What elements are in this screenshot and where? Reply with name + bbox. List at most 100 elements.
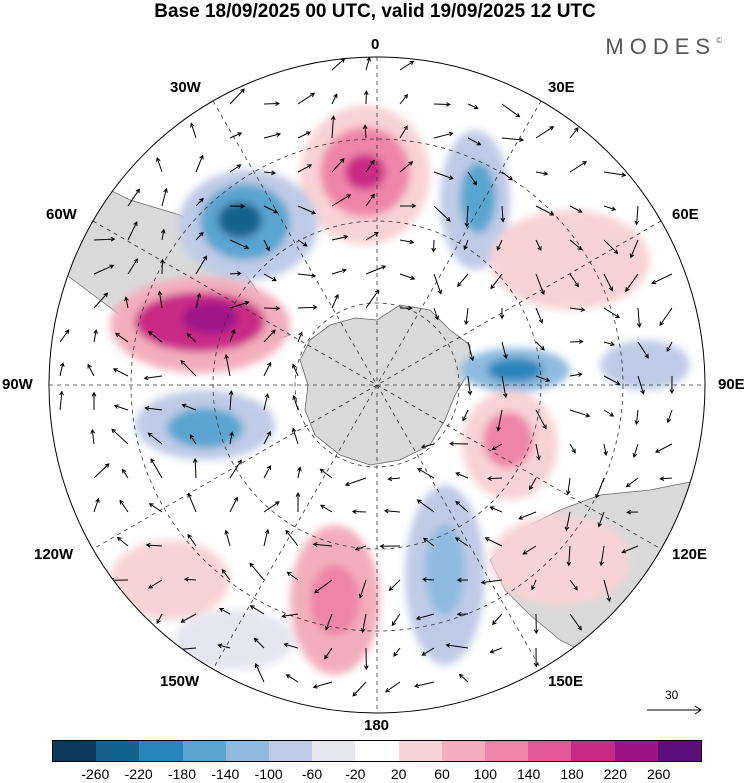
wind-vector-arrow (263, 239, 270, 252)
wind-vector-arrow (399, 161, 414, 173)
wind-vector-arrow (229, 300, 250, 309)
wind-vector-arrow (569, 339, 584, 344)
wind-vector-arrow (496, 409, 503, 432)
wind-vector-arrow (393, 647, 401, 657)
wind-vector-arrow (297, 164, 313, 173)
anomaly-positive-indian-core (483, 412, 533, 468)
lon-label-90w: 90W (2, 376, 33, 393)
wind-vector-arrow (253, 637, 265, 649)
wind-vector-arrow (458, 673, 469, 683)
wind-vector-arrow (535, 205, 555, 216)
wind-vector-arrow (569, 273, 579, 288)
wind-vector-arrow (603, 273, 613, 292)
wind-vector-arrow (535, 409, 547, 430)
wind-vector-arrow (283, 642, 299, 649)
wind-vector-arrow (634, 205, 640, 226)
anomaly-negative-west-pacific-core (167, 408, 243, 448)
wind-vector-arrow (499, 307, 505, 320)
wind-vector-arrow (263, 464, 271, 479)
colorbar-tick-label: -180 (167, 766, 197, 782)
wind-vector-arrow (501, 375, 508, 399)
wind-vector-arrow (629, 239, 639, 259)
colorbar-segment (485, 741, 529, 761)
wind-vector-arrow (286, 571, 299, 581)
wind-vector-arrow (421, 577, 435, 582)
wind-vector-arrow (599, 545, 605, 567)
wind-vector-arrow (565, 477, 571, 496)
wind-vector-arrow (127, 258, 138, 275)
wind-vector-arrow (533, 613, 539, 635)
wind-vector-arrow (431, 239, 437, 253)
wind-vector-arrow (192, 457, 198, 479)
anomaly-negative-tasman (175, 610, 295, 670)
wind-vector-arrow (195, 154, 204, 173)
wind-vector-arrow (297, 239, 308, 247)
wind-vector-arrow (147, 432, 163, 445)
wind-vector-arrow (157, 290, 163, 309)
wind-vector-arrow (566, 545, 572, 567)
wind-vector-arrow (351, 509, 367, 515)
wind-vector-arrow (637, 341, 649, 359)
anomaly-positive-australia (490, 210, 650, 310)
wind-vector-arrow (501, 137, 525, 142)
wind-vector-arrow (156, 157, 163, 173)
wind-vector-arrow (417, 468, 435, 479)
wind-vector-arrow (297, 92, 316, 105)
wind-vector-arrow (625, 273, 639, 292)
wind-vector-arrow (625, 477, 639, 488)
wind-vector-arrow (281, 613, 299, 619)
wind-vector-arrow (433, 102, 451, 107)
lon-label-150e: 150E (548, 673, 584, 690)
wind-vector-arrow (312, 542, 333, 547)
wind-vector-arrow (535, 443, 541, 461)
wind-vector-arrow (363, 90, 369, 105)
wind-vector-arrow (229, 431, 234, 445)
wind-vector-arrow (399, 305, 413, 311)
wind-vector-arrow (111, 428, 129, 445)
wind-vector-arrow (603, 409, 615, 417)
colorbar-tick-label: 260 (646, 766, 671, 782)
wind-vector-arrow (501, 171, 514, 181)
wind-vector-arrow (224, 353, 231, 377)
wind-vector-arrow (454, 537, 469, 547)
wind-vector-arrow (535, 239, 542, 252)
wind-vector-arrow (297, 131, 311, 139)
wind-vector-arrow (363, 647, 369, 671)
wind-vector-arrow (263, 501, 280, 513)
lon-label-120e: 120E (672, 546, 708, 563)
wind-vector-arrow (186, 333, 197, 343)
wind-vector-arrow (535, 307, 544, 324)
colorbar-segment (312, 741, 356, 761)
wind-vector-arrow (93, 497, 100, 513)
colorbar-segment (182, 741, 226, 761)
wind-vector-arrow (535, 273, 545, 296)
wind-vector-arrow (365, 193, 375, 207)
wind-vector-arrow (489, 647, 503, 654)
wind-vector-arrow (187, 533, 197, 547)
anomaly-positive-ross-sea-core (310, 565, 360, 635)
colorbar-tick-label: -220 (124, 766, 153, 782)
wind-vector-arrow (344, 477, 367, 487)
wind-vector-arrow (636, 307, 642, 328)
colorbar-tick-label: 140 (516, 766, 541, 782)
wind-vector-arrow (183, 577, 197, 582)
wind-vector-arrow (500, 205, 506, 223)
wind-vector-arrow (195, 197, 204, 207)
wind-vector-arrow (297, 331, 303, 343)
wind-vector-arrow (219, 608, 231, 615)
lon-label-30e: 30E (548, 79, 575, 96)
lon-label-0: 0 (371, 36, 380, 53)
wind-vector-arrow (385, 681, 401, 693)
wind-vector-arrow (229, 271, 242, 276)
wind-vector-arrow (634, 409, 640, 426)
wind-vector-arrow (360, 613, 367, 634)
wind-vector-arrow (569, 205, 583, 213)
wind-vector-arrow (399, 60, 415, 71)
wind-vector-arrow (603, 443, 608, 457)
wind-vector-arrow (263, 273, 277, 282)
reference-vector: 30 (645, 688, 705, 716)
wind-vector-arrow (354, 545, 367, 551)
wind-vector-arrow (331, 194, 352, 207)
lon-label-30w: 30W (170, 79, 201, 96)
anomaly-negative-east-atlantic-core (460, 163, 496, 233)
